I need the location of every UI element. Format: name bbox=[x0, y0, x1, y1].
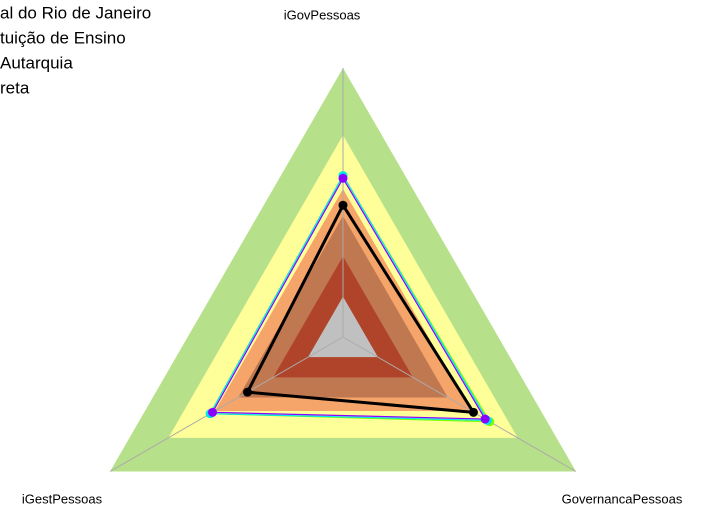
axis-line bbox=[109, 336, 344, 472]
legend-label: tuição de Ensino bbox=[0, 28, 126, 47]
series-point bbox=[242, 387, 252, 397]
series-point bbox=[338, 200, 348, 210]
axis-label: GovernancaPessoas bbox=[562, 491, 683, 506]
axis-label: iGovPessoas bbox=[284, 7, 361, 22]
series-line bbox=[209, 174, 489, 422]
legend-label: reta bbox=[0, 78, 30, 97]
axis-label: iGestPessoas bbox=[22, 491, 103, 506]
series-line bbox=[211, 177, 487, 420]
legend-label: Autarquia bbox=[0, 53, 73, 72]
series-point bbox=[468, 407, 478, 417]
axis-line bbox=[342, 336, 577, 472]
legend-label: al do Rio de Janeiro bbox=[0, 3, 151, 22]
series-point bbox=[208, 407, 218, 417]
series-line bbox=[245, 202, 477, 415]
series-point bbox=[338, 173, 348, 183]
series-point bbox=[480, 414, 490, 424]
